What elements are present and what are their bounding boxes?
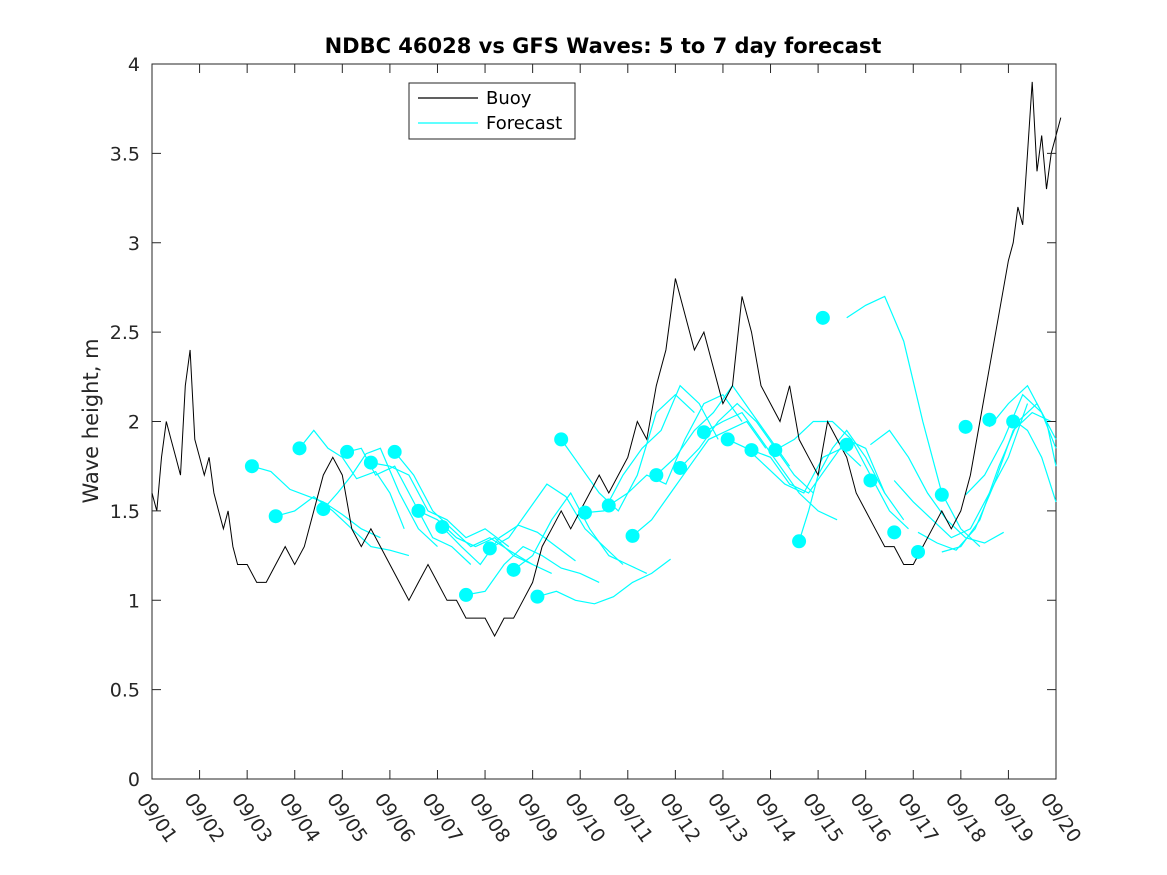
forecast-start-points — [244, 310, 1021, 604]
x-tick-label: 09/13 — [703, 789, 752, 846]
forecast-series-line — [299, 429, 405, 530]
y-tick-label: 4 — [128, 54, 140, 76]
legend-forecast-label: Forecast — [486, 113, 562, 134]
x-tick-label: 09/11 — [608, 789, 657, 846]
buoy-line — [151, 81, 1062, 638]
forecast-start-point — [696, 425, 711, 440]
x-tick-label: 09/18 — [941, 789, 990, 846]
forecast-start-point — [720, 432, 735, 447]
forecast-series-line — [251, 465, 381, 539]
forecast-series-line — [465, 545, 600, 596]
x-tick-label: 09/10 — [560, 789, 609, 846]
forecast-start-point — [744, 443, 759, 458]
forecast-start-point — [268, 509, 283, 524]
forecast-start-point — [887, 525, 902, 540]
x-tick-label: 09/02 — [179, 789, 228, 846]
forecast-start-point — [815, 310, 830, 325]
forecast-start-point — [482, 541, 497, 556]
buoy-series-line — [151, 81, 1062, 638]
x-tick-label: 09/19 — [988, 789, 1037, 846]
axes-box — [151, 63, 1057, 780]
forecast-start-point — [363, 455, 378, 470]
forecast-start-point — [530, 589, 545, 604]
legend: Buoy Forecast — [408, 82, 576, 140]
x-tick-label: 09/04 — [275, 789, 324, 846]
forecast-series-line — [655, 384, 791, 476]
x-tick-label: 09/14 — [750, 789, 799, 846]
y-tick-label: 3 — [128, 233, 140, 255]
forecast-series-line — [679, 402, 814, 494]
forecast-start-point — [506, 562, 521, 577]
forecast-start-point — [625, 528, 640, 543]
forecast-series-line — [846, 295, 981, 548]
forecast-start-point — [958, 419, 973, 434]
forecast-start-point — [340, 444, 355, 459]
forecast-start-point — [435, 519, 450, 534]
forecast-start-point — [411, 503, 426, 518]
forecast-start-point — [863, 473, 878, 488]
x-tick-label: 09/01 — [132, 789, 181, 846]
forecast-series-line — [537, 558, 671, 605]
forecast-series-line — [322, 447, 438, 548]
forecast-series-line — [441, 524, 576, 566]
y-tick-label: 2.5 — [110, 322, 140, 344]
x-tick-label: 09/08 — [465, 789, 514, 846]
chart-title: NDBC 46028 vs GFS Waves: 5 to 7 day fore… — [325, 34, 882, 58]
y-tick-label: 0 — [128, 769, 140, 791]
forecast-start-point — [316, 502, 331, 517]
x-tick-label: 09/05 — [322, 789, 371, 846]
forecast-start-point — [982, 412, 997, 427]
forecast-start-point — [577, 505, 592, 520]
y-axis: 0 0.5 1 1.5 2 2.5 3 3.5 4 — [110, 54, 1056, 791]
legend-buoy-label: Buoy — [486, 88, 532, 109]
x-tick-label: 09/09 — [513, 789, 562, 846]
forecast-series-line — [346, 447, 472, 565]
forecast-start-point — [673, 460, 688, 475]
forecast-series-line — [751, 438, 886, 494]
forecast-start-point — [601, 498, 616, 513]
y-tick-label: 3.5 — [110, 143, 140, 165]
x-tick-label: 09/03 — [227, 789, 276, 846]
forecast-series-line — [798, 429, 905, 542]
forecast-start-point — [768, 443, 783, 458]
y-tick-label: 0.5 — [110, 680, 140, 702]
x-tick-label: 09/12 — [655, 789, 704, 846]
x-tick-label: 09/16 — [846, 789, 895, 846]
forecast-start-point — [792, 534, 807, 549]
forecast-series-line — [275, 495, 410, 557]
y-tick-label: 1.5 — [110, 501, 140, 523]
y-axis-label: Wave height, m — [79, 338, 103, 503]
legend-box — [408, 82, 576, 140]
forecast-series-line — [870, 429, 1004, 544]
x-tick-label: 09/17 — [893, 789, 942, 846]
y-tick-label: 2 — [128, 412, 140, 434]
x-tick-label: 09/06 — [370, 789, 419, 846]
forecast-series-line — [893, 403, 1029, 539]
forecast-series-line — [608, 393, 743, 507]
forecast-series-line — [1012, 419, 1057, 503]
x-tick-label: 09/20 — [1036, 789, 1085, 846]
forecast-start-point — [387, 444, 402, 459]
forecast-start-point — [244, 459, 259, 474]
forecast-start-point — [911, 544, 926, 559]
forecast-start-point — [554, 432, 569, 447]
x-tick-label: 09/15 — [798, 789, 847, 846]
forecast-start-point — [1006, 414, 1021, 429]
forecast-start-point — [839, 437, 854, 452]
forecast-start-point — [292, 441, 307, 456]
forecast-start-point — [934, 487, 949, 502]
forecast-series-line — [632, 420, 767, 537]
forecast-series-line — [988, 384, 1057, 467]
forecast-lines — [251, 295, 1057, 605]
forecast-start-point — [459, 587, 474, 602]
x-tick-label: 09/07 — [417, 789, 466, 846]
plot-area — [151, 63, 1062, 780]
forecast-start-point — [649, 468, 664, 483]
forecast-series-line — [775, 420, 909, 530]
y-tick-label: 1 — [128, 590, 140, 612]
